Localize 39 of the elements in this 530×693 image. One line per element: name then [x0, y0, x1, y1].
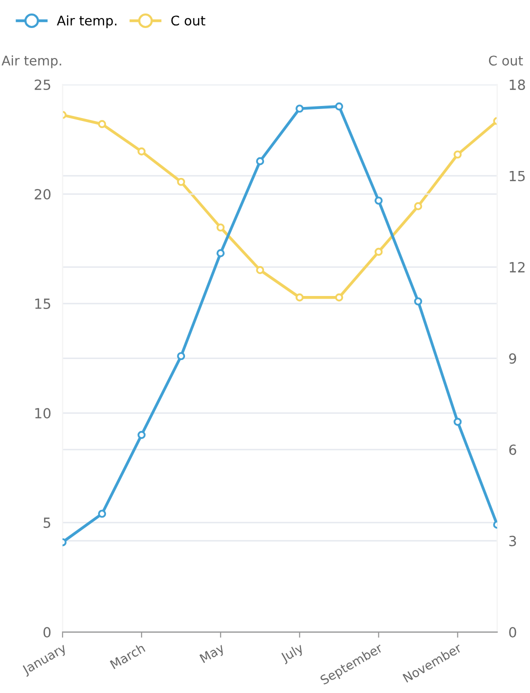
point — [335, 102, 344, 110]
point — [138, 147, 146, 156]
point — [216, 249, 225, 258]
legend-label: C out — [171, 16, 206, 26]
y2-tick-label: 18 — [510, 80, 525, 90]
point — [256, 266, 264, 274]
point — [414, 202, 422, 210]
y-tick-label: 10 — [35, 408, 51, 418]
y-tick-label: 25 — [34, 80, 50, 90]
point — [177, 352, 186, 360]
y2-tick-label: 3 — [509, 536, 516, 546]
legend-label: Air temp. — [56, 15, 116, 28]
point — [296, 104, 304, 113]
point — [454, 418, 462, 426]
point — [414, 297, 422, 306]
y-tick-label: 20 — [34, 189, 51, 200]
x-tick-label: July — [280, 642, 306, 664]
y-tick-label: 0 — [44, 626, 51, 638]
x-tick-label: May — [199, 642, 226, 666]
y2-tick-label: 15 — [510, 170, 525, 182]
y-axis-title: Air temp. — [2, 55, 62, 68]
y2-tick-label: 12 — [510, 262, 525, 272]
point — [374, 248, 383, 256]
point — [335, 293, 344, 302]
point — [98, 510, 106, 518]
y2-tick-label: 6 — [509, 444, 516, 455]
point — [374, 196, 383, 205]
point — [98, 120, 106, 128]
point — [454, 150, 462, 159]
point — [216, 223, 225, 232]
y2-tick-label: 0 — [509, 626, 516, 638]
point — [296, 293, 304, 302]
y-tick-label: 15 — [35, 298, 50, 310]
point — [177, 178, 186, 186]
point — [138, 430, 146, 439]
y-tick-label: 5 — [44, 518, 50, 528]
point — [256, 157, 264, 166]
y2-axis-title: C out — [488, 56, 523, 66]
y2-tick-label: 9 — [509, 353, 516, 364]
